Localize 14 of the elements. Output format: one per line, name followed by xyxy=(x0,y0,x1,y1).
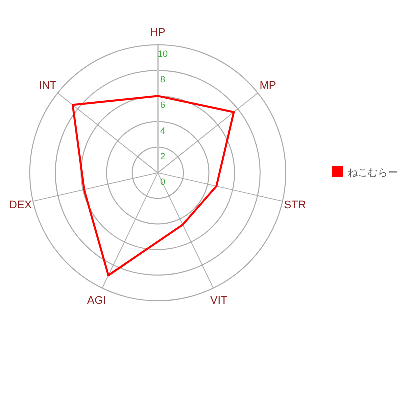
spoke-label: AGI xyxy=(87,294,106,307)
spoke-label: HP xyxy=(150,27,166,40)
spoke-label: MP xyxy=(260,80,276,92)
y-tick-label: 8 xyxy=(160,74,166,85)
spoke-label: VIT xyxy=(210,294,228,307)
y-tick-label: 4 xyxy=(160,126,166,136)
spoke-label: DEX xyxy=(9,199,33,212)
y-tick-label: 0 xyxy=(160,177,166,187)
y-tick-label: 10 xyxy=(158,49,168,59)
y-tick-label: 6 xyxy=(160,100,166,110)
legend-label: ねこむらー xyxy=(348,168,398,179)
y-tick-label: 2 xyxy=(160,151,166,162)
spoke-label: STR xyxy=(284,199,306,212)
spoke-label: INT xyxy=(39,80,58,92)
